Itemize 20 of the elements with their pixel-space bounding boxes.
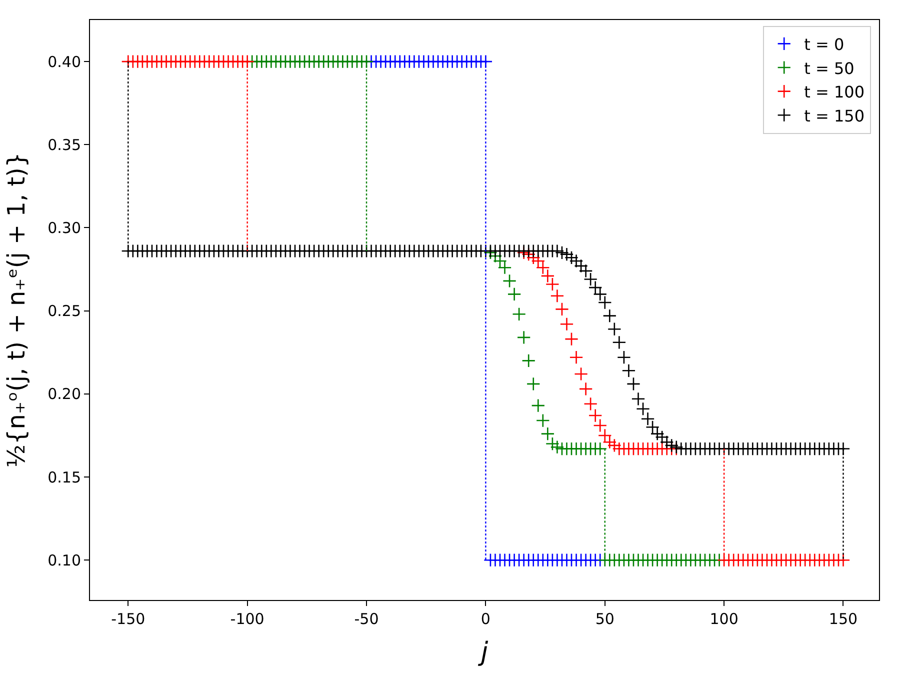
y-tick-label: 0.25: [48, 302, 81, 320]
legend-label: t = 50: [804, 58, 854, 78]
x-tick-label: -100: [230, 610, 264, 628]
x-tick-label: -150: [111, 610, 146, 628]
legend-label: t = 150: [804, 106, 864, 126]
x-tick-label: 100: [710, 610, 738, 628]
y-tick-label: 0.35: [48, 136, 81, 154]
y-tick-label: 0.15: [48, 468, 81, 486]
y-tick-label: 0.30: [48, 218, 81, 237]
y-axis-title: ½{n₊ᵒ(j, t) + n₊ᵉ(j + 1, t)}: [2, 152, 31, 468]
x-tick-label: 0: [480, 610, 490, 628]
y-tick-label: 0.20: [48, 385, 81, 404]
legend-label: t = 100: [804, 82, 864, 102]
x-tick-label: -50: [354, 610, 379, 628]
x-tick-label: 150: [828, 610, 858, 628]
legend-label: t = 0: [804, 34, 844, 54]
x-axis-title: j: [478, 638, 489, 668]
y-tick-label: 0.40: [48, 52, 81, 71]
y-tick-label: 0.10: [48, 551, 81, 570]
x-tick-label: 50: [595, 610, 614, 628]
